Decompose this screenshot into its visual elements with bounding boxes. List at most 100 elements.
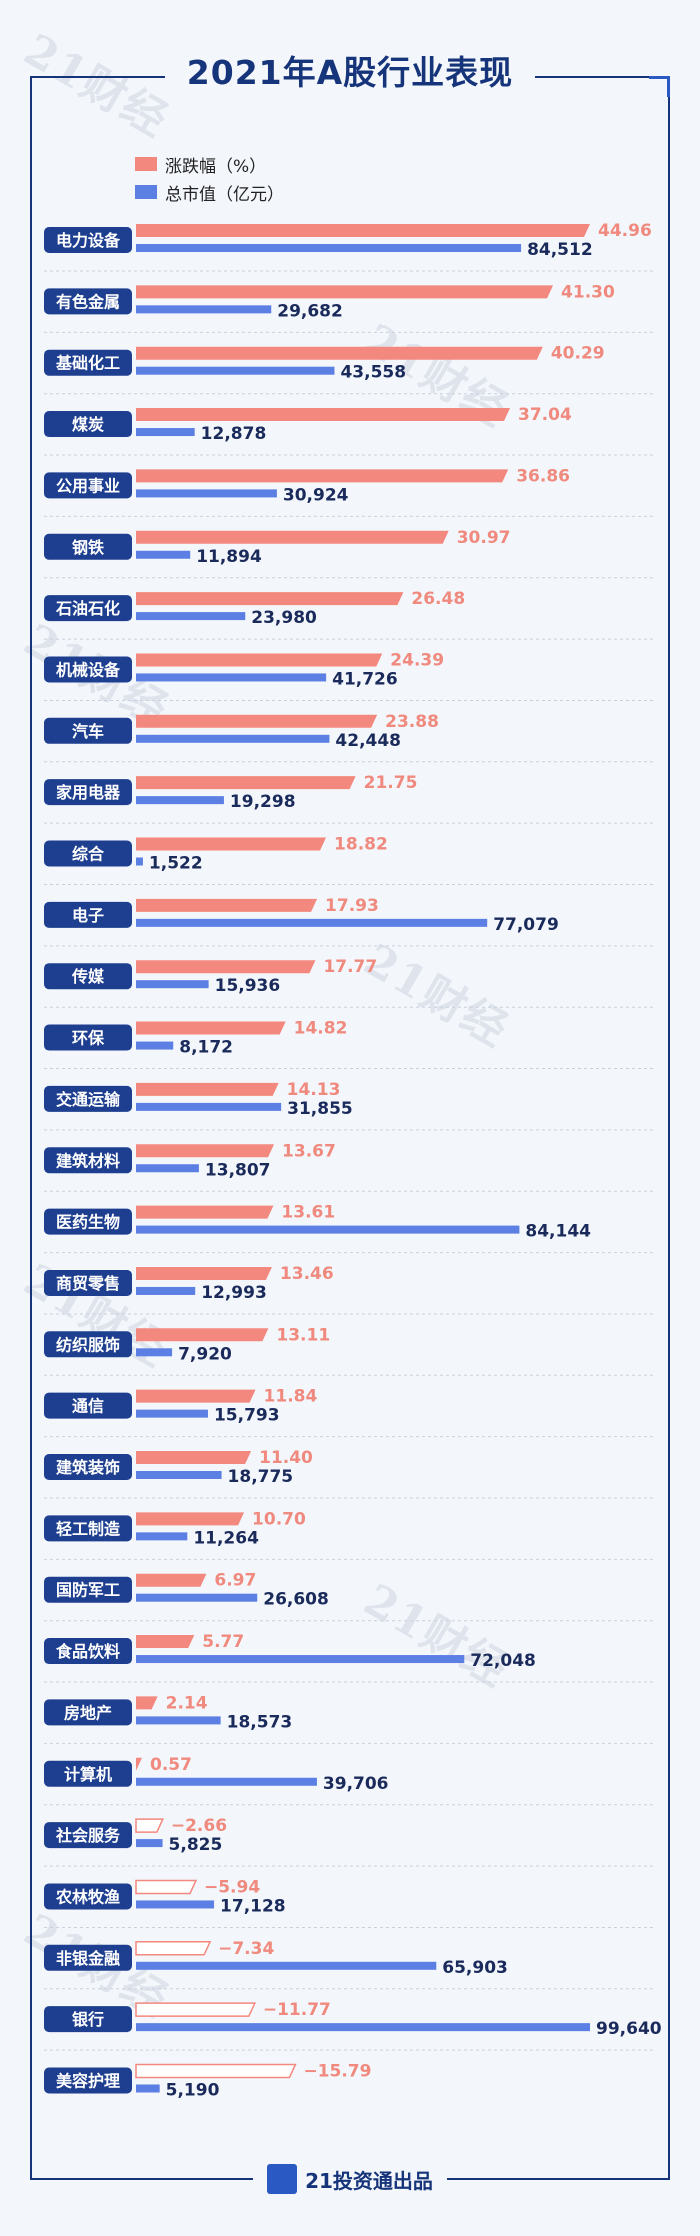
cap-bar	[136, 428, 195, 437]
pct-value-label: −15.79	[303, 2062, 371, 2082]
pct-bar	[136, 1573, 207, 1587]
category-label-bg	[44, 779, 132, 806]
category-label: 美容护理	[56, 2072, 120, 2091]
legend: 涨跌幅（%） 总市值（亿元）	[135, 150, 284, 206]
pct-bar	[136, 1635, 195, 1649]
category-label-bg	[44, 717, 132, 744]
cap-bar	[136, 857, 143, 866]
pct-value-label: 11.40	[259, 1448, 313, 1468]
pct-bar	[136, 714, 378, 728]
pct-bar	[136, 346, 543, 360]
category-label-bg	[44, 1576, 132, 1603]
cap-value-label: 26,608	[263, 1590, 329, 1610]
cap-bar	[136, 1655, 465, 1664]
category-label-bg	[44, 349, 132, 376]
cap-value-label: 99,640	[596, 2019, 662, 2039]
cap-value-label: 1,522	[149, 854, 203, 874]
pct-bar	[136, 1757, 142, 1771]
pct-value-label: 37.04	[518, 405, 572, 425]
pct-value-label: −2.66	[171, 1816, 227, 1836]
cap-value-label: 7,920	[178, 1344, 232, 1364]
category-label: 环保	[72, 1029, 105, 1048]
cap-bar	[136, 1961, 437, 1970]
category-label-bg	[44, 963, 132, 990]
pct-bar	[136, 1389, 256, 1403]
cap-value-label: 18,573	[227, 1712, 293, 1732]
pct-bar	[136, 1696, 158, 1710]
pct-value-label: 13.61	[281, 1203, 335, 1223]
legend-label-cap: 总市值（亿元）	[165, 184, 284, 205]
pct-value-label: 2.14	[166, 1693, 208, 1713]
cap-bar	[136, 1471, 222, 1479]
category-label-bg	[44, 411, 132, 438]
pct-value-label: 0.57	[150, 1755, 192, 1775]
cap-value-label: 17,128	[220, 1896, 286, 1916]
pct-value-label: 6.97	[214, 1571, 256, 1591]
pct-value-label: 36.86	[516, 466, 570, 486]
category-label: 食品饮料	[55, 1642, 120, 1661]
category-label: 国防军工	[56, 1581, 120, 1600]
frame-corner-accent	[649, 76, 670, 97]
pct-bar-negative	[135, 1879, 198, 1895]
cap-bar	[136, 1225, 520, 1234]
pct-bar	[136, 776, 356, 790]
cap-bar	[136, 2084, 160, 2093]
category-label-bg	[44, 1638, 132, 1665]
pct-bar	[136, 285, 554, 299]
cap-value-label: 43,558	[340, 363, 406, 383]
chart-title: 2021年A股行业表现	[164, 46, 536, 94]
legend-swatch-pct	[135, 157, 157, 171]
pct-value-label: 17.93	[325, 896, 379, 916]
category-label: 纺织服饰	[56, 1335, 120, 1354]
cap-value-label: 5,190	[166, 2081, 220, 2101]
cap-value-label: 30,924	[283, 485, 349, 505]
cap-bar	[136, 1409, 208, 1418]
category-label: 公用事业	[56, 476, 120, 495]
cap-bar	[136, 673, 327, 682]
category-label-bg	[44, 1392, 132, 1419]
cap-bar	[136, 1716, 221, 1725]
category-label-bg	[44, 595, 132, 622]
pct-bar	[136, 1512, 245, 1526]
cap-bar	[136, 1532, 188, 1541]
pct-bar-negative	[135, 2063, 297, 2079]
cap-value-label: 77,079	[493, 915, 559, 935]
footer-logo-icon	[267, 2164, 298, 2194]
category-label-bg	[44, 533, 132, 560]
category-label-bg	[44, 1883, 132, 1910]
pct-value-label: 44.96	[598, 221, 652, 241]
pct-value-label: 10.70	[252, 1509, 306, 1529]
pct-bar	[136, 224, 590, 237]
pct-value-label: −5.94	[204, 1877, 260, 1897]
category-label-bg	[44, 840, 132, 867]
category-label: 有色金属	[56, 292, 120, 311]
pct-value-label: 14.13	[287, 1080, 341, 1100]
category-label: 电子	[72, 906, 104, 925]
cap-bar	[136, 489, 277, 498]
footer-text: 21投资通出品	[305, 2168, 433, 2193]
category-label-bg	[44, 2006, 132, 2033]
cap-bar	[136, 305, 272, 314]
cap-bar	[136, 366, 335, 375]
category-label: 家用电器	[56, 783, 121, 802]
pct-bar	[136, 960, 316, 974]
category-label: 煤炭	[72, 415, 104, 434]
pct-bar	[136, 1266, 272, 1280]
pct-value-label: 13.67	[282, 1141, 336, 1161]
pct-bar	[136, 653, 383, 667]
pct-value-label: 24.39	[390, 650, 444, 670]
category-label: 钢铁	[72, 538, 104, 557]
category-label-bg	[44, 2067, 132, 2094]
category-label: 电力设备	[56, 231, 121, 250]
category-label-bg	[44, 1699, 132, 1726]
category-label: 综合	[72, 845, 105, 864]
category-label-bg	[44, 1454, 132, 1480]
cap-bar	[136, 612, 246, 621]
pct-value-label: 18.82	[334, 835, 388, 855]
cap-value-label: 31,855	[287, 1099, 353, 1119]
pct-bar-negative	[135, 1941, 212, 1956]
legend-label-pct: 涨跌幅（%）	[165, 156, 267, 177]
category-label-bg	[44, 1208, 132, 1235]
category-label: 农林牧渔	[55, 1887, 120, 1906]
